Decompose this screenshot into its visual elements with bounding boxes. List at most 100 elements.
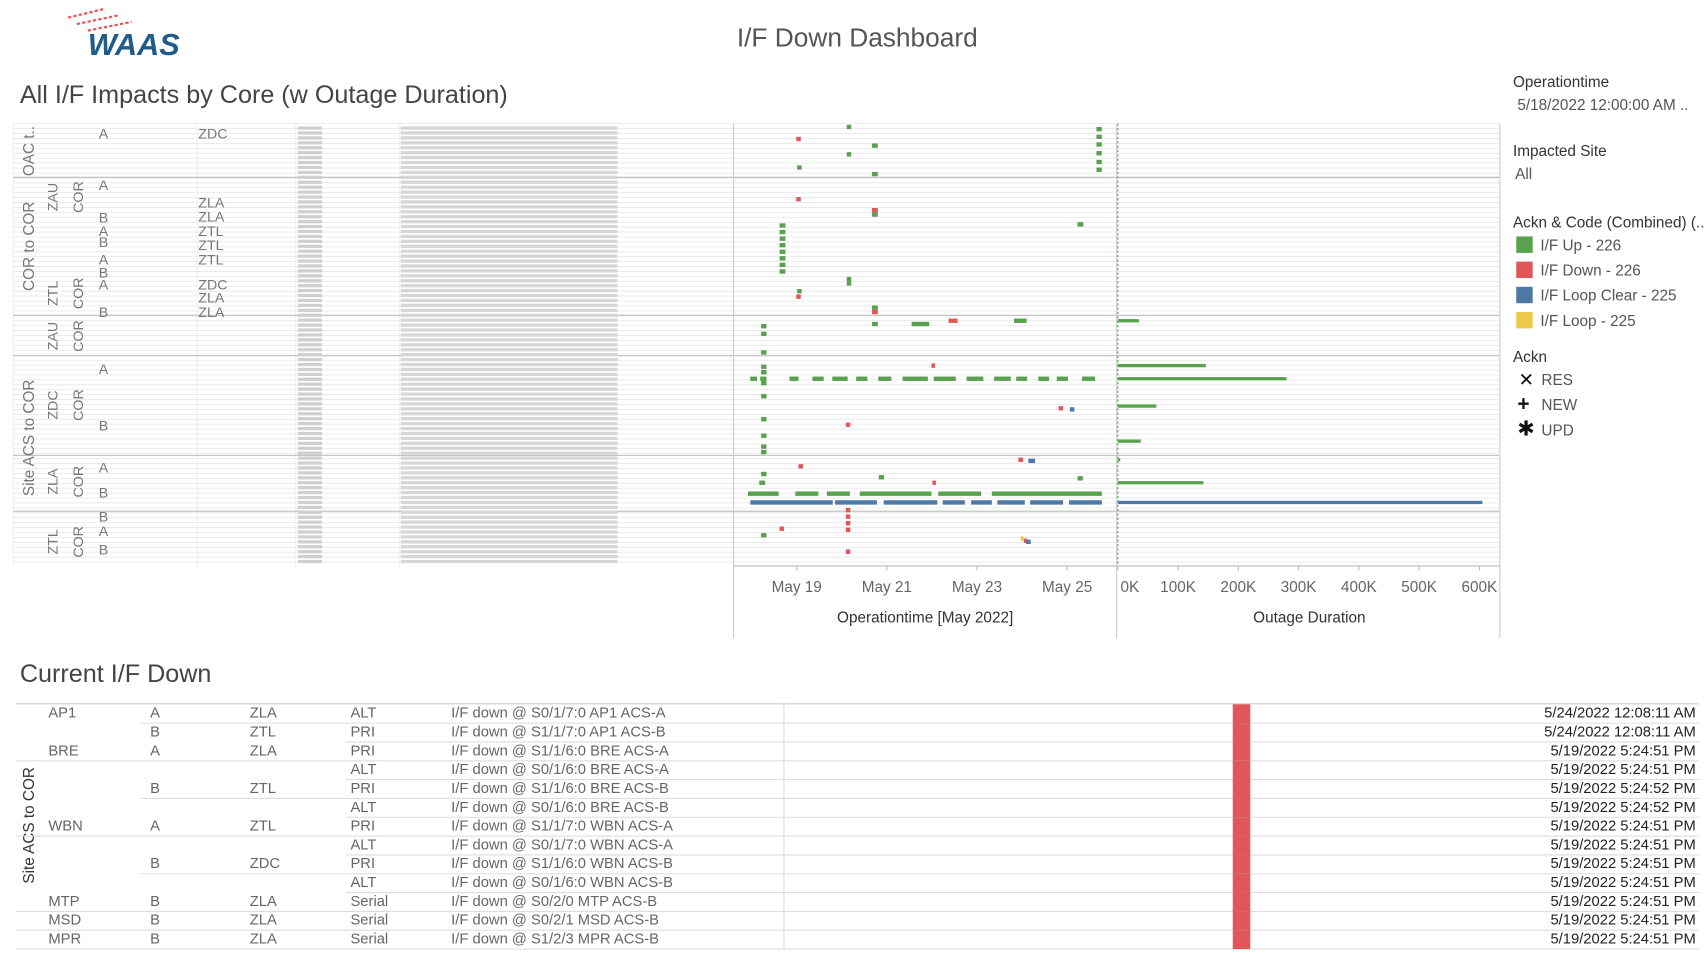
row-label-blur [297,146,323,150]
table-time: 5/19/2022 5:24:52 PM [1550,800,1695,816]
logo-stripe [76,14,119,26]
event-bar [761,394,767,399]
down-marker [1232,836,1251,855]
dashboard-title: I/F Down Dashboard [737,22,978,52]
event-bar [846,124,852,130]
row-label-blur [297,407,323,411]
down-marker [1232,854,1251,874]
table-cell: B [150,724,160,740]
event-bar [779,243,786,248]
event-bar [761,331,767,337]
row-label-blur [297,284,323,288]
legend-label[interactable]: I/F Down - 226 [1540,263,1640,280]
row-label-blur [297,554,323,559]
row-label-blur [400,318,618,322]
table-cell: I/F down @ S0/1/7:0 AP1 ACS-A [451,706,666,722]
down-marker [1232,760,1251,780]
row-label-blur [297,190,323,194]
down-marker [1232,704,1251,724]
legend-label[interactable]: NEW [1541,397,1577,414]
down-marker [1232,911,1251,931]
row-label-blur [400,545,618,549]
row-label-blur [297,535,323,539]
site-label: ZLA [198,291,225,307]
table-cell: MPR [48,932,81,948]
row-label-blur [297,441,323,445]
row-label-blur [400,215,618,219]
legend-label[interactable]: I/F Up - 226 [1540,237,1621,254]
table-cell: ZTL [250,724,276,740]
row-label-blur [400,520,618,524]
core-type-label: COR [71,466,87,498]
event-bar [846,152,852,157]
legend-swatch[interactable] [1516,236,1533,253]
event-bar [761,324,767,329]
table-cell: I/F down @ S1/1/7:0 WBN ACS-A [451,819,673,835]
table-cell: B [150,781,160,797]
row-label-blur [400,456,618,460]
legend-label[interactable]: I/F Loop Clear - 225 [1540,288,1676,305]
table-cell: I/F down @ S0/2/0 MTP ACS-B [451,894,657,910]
site-label: ZDC [198,126,227,142]
side-label: A [99,277,109,293]
table-time: 5/24/2022 12:08:11 AM [1544,706,1696,722]
down-marker [1232,892,1251,912]
row-label-blur [400,303,618,308]
table-cell: PRI [350,819,375,835]
row-label-blur [400,505,618,510]
x-tick-label: 400K [1341,579,1378,596]
event-bar [761,350,767,355]
filter-label: Operationtime [1513,74,1609,91]
event-bar [1096,151,1102,156]
table-cell: B [150,932,160,948]
x-axis-title: Operationtime [May 2022] [837,610,1013,627]
event-bar [859,491,932,496]
table-cell: A [150,706,160,722]
side-label: B [99,419,108,435]
row-label-blur [400,500,618,505]
core-label: ZDC [46,390,62,419]
row-label-blur [297,387,323,391]
event-bar [878,475,885,480]
legend-label[interactable]: RES [1541,372,1573,389]
row-label-blur [297,254,323,258]
side-label: B [99,485,108,501]
duration-bar [1117,319,1139,323]
row-label-blur [400,357,618,362]
row-label-blur [400,131,618,135]
filter-value[interactable]: All [1515,166,1532,183]
legend-swatch[interactable] [1516,286,1533,304]
row-label-blur [400,205,618,209]
row-label-blur [400,210,618,214]
x-tick-label: 500K [1401,579,1438,596]
row-label-blur [297,476,323,480]
row-label-blur [297,510,323,514]
event-bar [779,229,786,235]
row-label-blur [400,461,618,465]
down-marker [1232,741,1251,761]
legend-swatch[interactable] [1516,261,1533,279]
row-label-blur [400,367,618,372]
row-label-blur [400,200,618,204]
filter-value[interactable]: 5/18/2022 12:00:00 AM .. [1517,97,1688,114]
event-bar [748,491,779,496]
side-label: B [99,305,108,321]
row-label-blur [400,421,618,426]
row-label-blur [297,397,323,401]
legend-title: Ackn & Code (Combined) (.. [1513,214,1704,231]
legend-label[interactable]: I/F Loop - 225 [1540,313,1635,330]
row-label-blur [297,323,323,327]
row-label-blur [400,436,618,441]
core-type-label: COR [71,181,87,213]
legend-swatch[interactable] [1516,311,1533,329]
row-group-label: Site ACS to COR [21,380,38,497]
row-label-blur [400,284,618,288]
event-bar [750,376,758,381]
row-label-blur [400,190,618,194]
event-bar [846,281,852,286]
row-label-blur [297,559,323,564]
legend-label[interactable]: UPD [1541,422,1573,439]
row-label-blur [400,353,618,357]
row-label-blur [297,293,323,298]
